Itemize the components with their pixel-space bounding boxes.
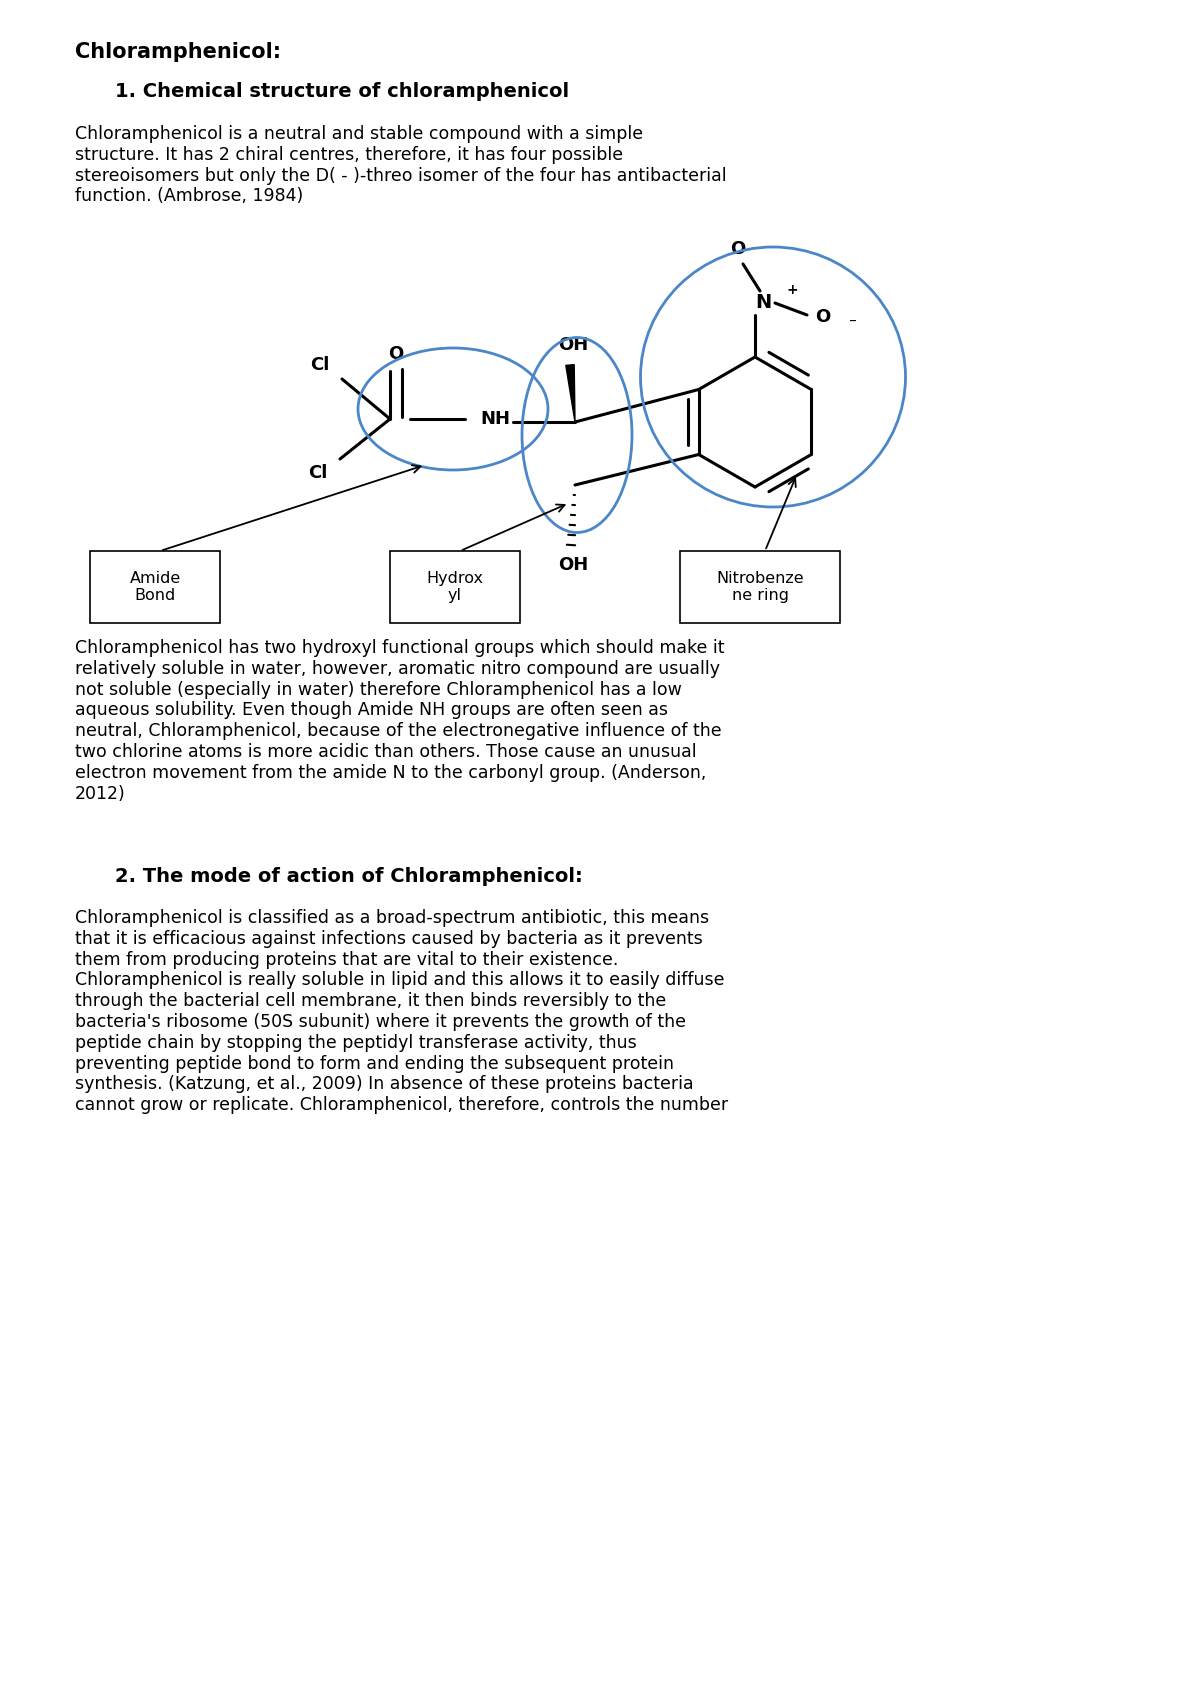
Text: Chloramphenicol is classified as a broad-spectrum antibiotic, this means
that it: Chloramphenicol is classified as a broad… bbox=[74, 910, 728, 1115]
FancyBboxPatch shape bbox=[390, 552, 520, 623]
Text: O: O bbox=[389, 344, 403, 363]
Text: Chloramphenicol has two hydroxyl functional groups which should make it
relative: Chloramphenicol has two hydroxyl functio… bbox=[74, 640, 725, 803]
Text: Chloramphenicol is a neutral and stable compound with a simple
structure. It has: Chloramphenicol is a neutral and stable … bbox=[74, 126, 727, 205]
Text: Hydrox
yl: Hydrox yl bbox=[426, 570, 484, 602]
Text: Cl: Cl bbox=[311, 356, 330, 373]
Text: N: N bbox=[755, 294, 772, 312]
Text: 1. Chemical structure of chloramphenicol: 1. Chemical structure of chloramphenicol bbox=[115, 81, 569, 102]
Text: OH: OH bbox=[558, 557, 588, 574]
Text: ⁻: ⁻ bbox=[848, 317, 857, 331]
Text: Nitrobenze
ne ring: Nitrobenze ne ring bbox=[716, 570, 804, 602]
Polygon shape bbox=[566, 365, 575, 423]
Text: Chloramphenicol:: Chloramphenicol: bbox=[74, 42, 281, 63]
Text: OH: OH bbox=[558, 336, 588, 355]
Text: +: + bbox=[786, 283, 798, 297]
Text: Amide
Bond: Amide Bond bbox=[130, 570, 181, 602]
FancyBboxPatch shape bbox=[90, 552, 220, 623]
Text: O: O bbox=[731, 239, 745, 258]
Text: 2. The mode of action of Chloramphenicol:: 2. The mode of action of Chloramphenicol… bbox=[115, 867, 583, 886]
Text: O: O bbox=[815, 307, 830, 326]
Text: Cl: Cl bbox=[308, 463, 328, 482]
Text: NH: NH bbox=[480, 411, 510, 428]
FancyBboxPatch shape bbox=[680, 552, 840, 623]
